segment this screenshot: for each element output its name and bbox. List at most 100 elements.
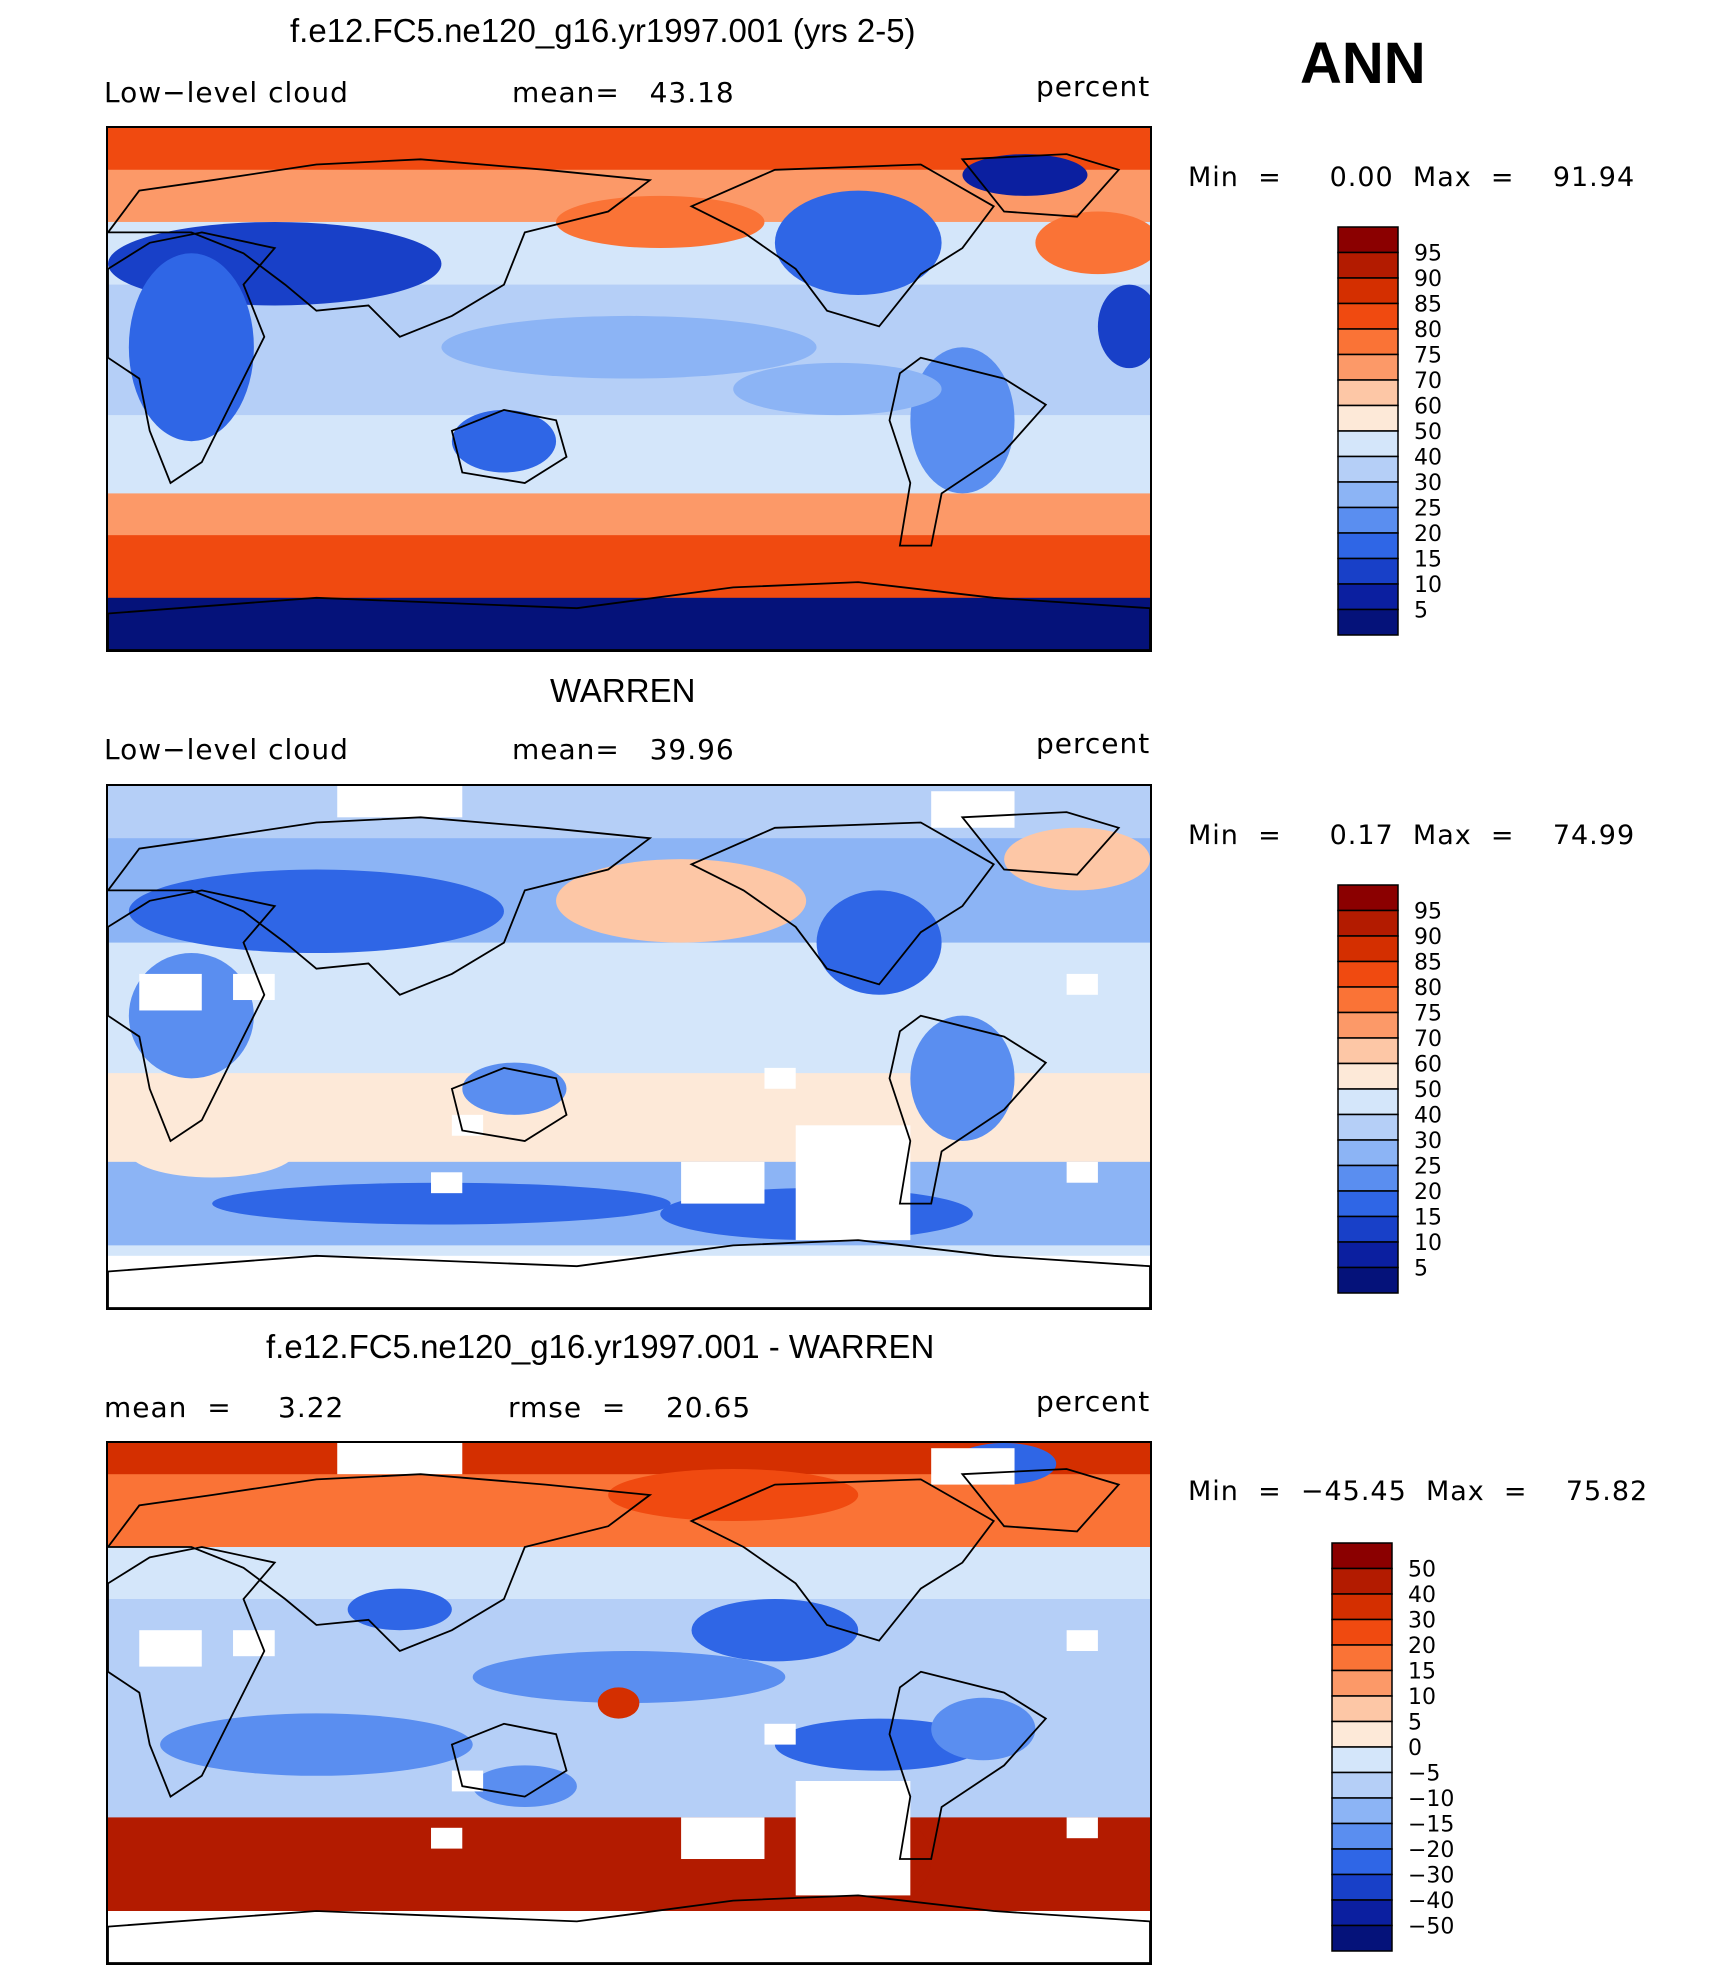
panel3-map bbox=[106, 1441, 1152, 1965]
colorbar-tick-label: 15 bbox=[1414, 1206, 1442, 1231]
missing-data-box bbox=[431, 1172, 463, 1194]
field-blob bbox=[128, 253, 254, 442]
field-blob bbox=[472, 1765, 577, 1807]
colorbar-swatch bbox=[1337, 608, 1399, 636]
missing-data-box bbox=[337, 1443, 463, 1475]
colorbar-tick-label: 50 bbox=[1414, 1078, 1442, 1103]
field-blob bbox=[910, 1015, 1015, 1141]
panel3-title: f.e12.FC5.ne120_g16.yr1997.001 - WARREN bbox=[266, 1328, 935, 1365]
colorbar-tick-label: 85 bbox=[1414, 951, 1442, 976]
colorbar-swatch bbox=[1337, 353, 1399, 381]
colorbar-tick-label: 75 bbox=[1414, 1002, 1442, 1027]
colorbar-swatch bbox=[1337, 1088, 1399, 1116]
colorbar-tick-label: 10 bbox=[1414, 573, 1442, 598]
colorbar-tick-label: −20 bbox=[1408, 1838, 1454, 1863]
season-label: ANN bbox=[1300, 31, 1426, 96]
colorbar-swatch bbox=[1331, 1924, 1393, 1952]
colorbar-swatch bbox=[1337, 1011, 1399, 1039]
colorbar-swatch bbox=[1331, 1899, 1393, 1927]
colorbar-tick-label: 15 bbox=[1414, 548, 1442, 573]
panel1-units: percent bbox=[1036, 70, 1151, 103]
panel2-minmax: Min = 0.17 Max = 74.99 bbox=[1188, 820, 1636, 851]
panel2-mean: mean= 39.96 bbox=[512, 733, 735, 766]
coastline bbox=[888, 356, 1048, 547]
missing-data-box bbox=[795, 1125, 911, 1241]
panel3-mean-value: 3.22 bbox=[278, 1391, 345, 1424]
colorbar-swatch bbox=[1331, 1593, 1393, 1621]
colorbar-tick-label: 50 bbox=[1408, 1558, 1436, 1583]
panel3-colorbar: 50 40 30 20 15 10 5 0 −5 −10 −15 −20 −30 −40 −50 bbox=[1331, 1542, 1482, 1958]
colorbar-swatch bbox=[1337, 404, 1399, 432]
colorbar-tick-label: −30 bbox=[1408, 1864, 1454, 1889]
colorbar-tick-label: 40 bbox=[1414, 446, 1442, 471]
field-blob bbox=[160, 1713, 473, 1776]
colorbar-tick-label: 20 bbox=[1414, 1180, 1442, 1205]
colorbar-swatch bbox=[1337, 1190, 1399, 1218]
missing-data-box bbox=[764, 1723, 796, 1745]
coastline bbox=[888, 1670, 1048, 1860]
colorbar-tick-label: 70 bbox=[1414, 1027, 1442, 1052]
colorbar-swatch bbox=[1337, 1215, 1399, 1243]
colorbar-tick-label: 85 bbox=[1414, 293, 1442, 318]
field-blob bbox=[128, 1125, 296, 1178]
colorbar-swatch bbox=[1337, 1241, 1399, 1269]
field-blob bbox=[733, 362, 942, 416]
colorbar-tick-label: 80 bbox=[1414, 318, 1442, 343]
colorbar-swatch bbox=[1337, 328, 1399, 356]
colorbar-swatch bbox=[1331, 1669, 1393, 1697]
field-blob bbox=[691, 1599, 859, 1662]
panel1-mean: mean= 43.18 bbox=[512, 76, 735, 109]
field-blob bbox=[816, 890, 942, 995]
colorbar-tick-label: −15 bbox=[1408, 1813, 1454, 1838]
colorbar-tick-label: 40 bbox=[1408, 1583, 1436, 1608]
colorbar-swatch bbox=[1331, 1695, 1393, 1723]
missing-data-box bbox=[681, 1161, 765, 1204]
coastline bbox=[689, 1478, 996, 1642]
colorbar-swatch bbox=[1337, 532, 1399, 560]
colorbar-tick-label: 30 bbox=[1408, 1609, 1436, 1634]
colorbar-swatch bbox=[1337, 1113, 1399, 1141]
colorbar-swatch bbox=[1331, 1618, 1393, 1646]
colorbar-swatch bbox=[1337, 960, 1399, 988]
colorbar-tick-label: 90 bbox=[1414, 925, 1442, 950]
panel1-variable-label: Low−level cloud bbox=[104, 76, 349, 109]
missing-data-box bbox=[139, 1630, 202, 1667]
missing-data-box bbox=[431, 1827, 463, 1849]
colorbar-tick-label: 60 bbox=[1414, 1053, 1442, 1078]
missing-data-box bbox=[681, 1817, 765, 1859]
field-band bbox=[108, 1817, 1150, 1912]
colorbar-tick-label: 60 bbox=[1414, 395, 1442, 420]
field-blob bbox=[597, 1687, 640, 1719]
colorbar-tick-label: −5 bbox=[1408, 1762, 1440, 1787]
field-blob bbox=[556, 859, 807, 943]
coastline bbox=[689, 821, 996, 986]
panel1-map bbox=[106, 126, 1152, 652]
colorbar-swatch bbox=[1337, 226, 1399, 254]
missing-data-box bbox=[233, 1630, 275, 1657]
field-blob bbox=[931, 1697, 1036, 1761]
panel3-mean-label: mean = bbox=[104, 1391, 232, 1424]
panel1-minmax: Min = 0.00 Max = 91.94 bbox=[1188, 162, 1636, 193]
field-blob bbox=[1097, 284, 1150, 369]
coastline bbox=[888, 1014, 1048, 1205]
missing-data-box bbox=[1066, 973, 1098, 995]
field-blob bbox=[472, 1651, 786, 1703]
coastline bbox=[960, 153, 1121, 218]
missing-data-box bbox=[931, 1448, 1015, 1485]
field-blob bbox=[128, 953, 254, 1079]
colorbar-tick-label: 90 bbox=[1414, 267, 1442, 292]
panel2-title: WARREN bbox=[550, 672, 696, 709]
missing-data-box bbox=[795, 1781, 911, 1896]
colorbar-tick-label: 30 bbox=[1414, 471, 1442, 496]
colorbar-swatch bbox=[1331, 1848, 1393, 1876]
colorbar-tick-label: −50 bbox=[1408, 1915, 1454, 1940]
coastline bbox=[108, 1473, 653, 1653]
colorbar-tick-label: 50 bbox=[1414, 420, 1442, 445]
colorbar-swatch bbox=[1337, 379, 1399, 407]
field-blob bbox=[128, 869, 504, 954]
coastline bbox=[108, 889, 277, 1143]
colorbar-swatch bbox=[1337, 251, 1399, 279]
coastline bbox=[108, 581, 1150, 650]
colorbar-swatch bbox=[1337, 1164, 1399, 1192]
coastline bbox=[108, 1894, 1150, 1963]
